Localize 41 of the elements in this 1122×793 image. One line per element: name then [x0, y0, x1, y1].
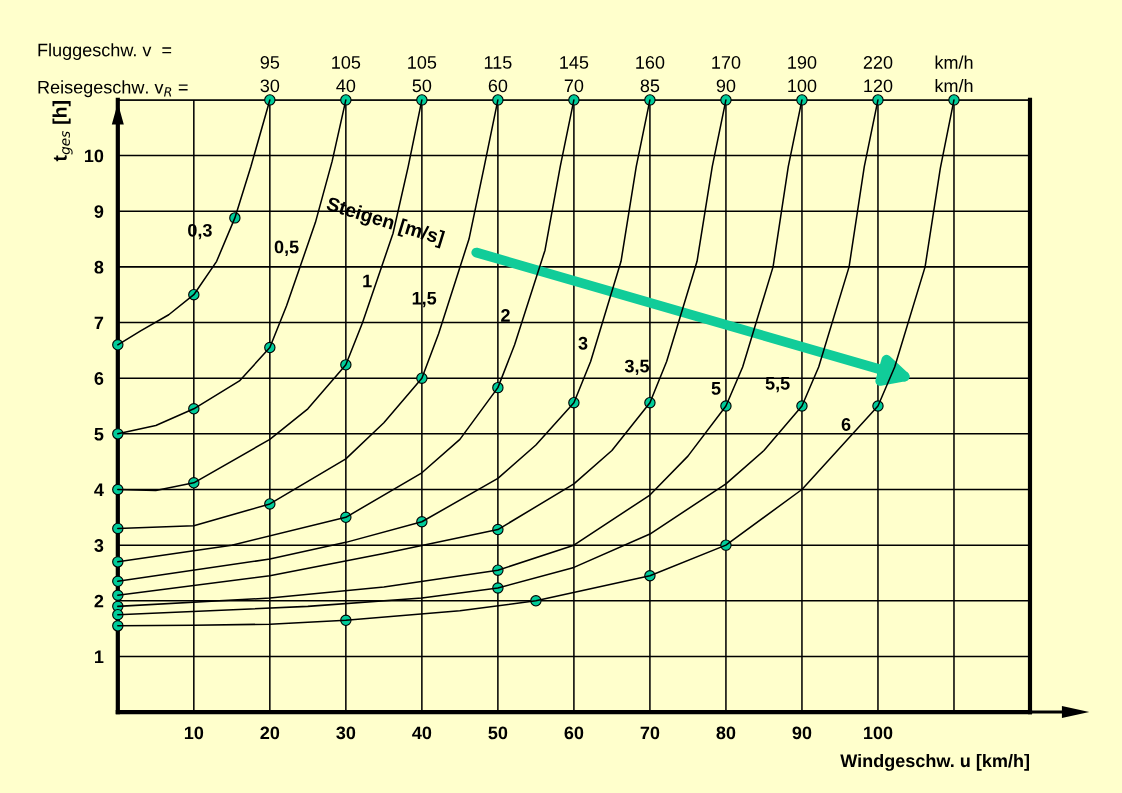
annotation: 1	[363, 274, 372, 288]
annotation: 220 120	[863, 56, 893, 93]
text: Fluggeschw. v =	[38, 43, 172, 60]
x-tick-label: 30	[336, 726, 356, 740]
y-tick-label: 9	[94, 205, 104, 218]
x-tick-label: 60	[564, 726, 584, 740]
annotation: 3,5	[624, 359, 650, 376]
x-tick-label: 10	[184, 726, 204, 740]
annotation: 190 100	[788, 56, 817, 93]
annotation: 5	[711, 382, 721, 395]
annotation: 0,5	[274, 240, 299, 256]
annotation: 160 85	[636, 56, 665, 93]
y-tick-label: 5	[94, 427, 104, 441]
y-tick-label: 10	[84, 149, 104, 163]
annotation: 115 60	[484, 56, 512, 93]
y-tick-label: 3	[94, 539, 104, 552]
x-tick-label: 80	[716, 726, 736, 740]
y-tick-label: 2	[94, 594, 104, 608]
y-tick-label: 8	[94, 260, 104, 274]
x-tick-label: 100	[864, 726, 893, 740]
text: Reisegeschw. v$_{R}$ =	[38, 80, 188, 98]
annotation: km/h km/h	[935, 55, 973, 93]
annotation: 95 30	[260, 56, 280, 93]
y-tick-label: 6	[94, 372, 104, 385]
annotation: 3	[578, 336, 588, 350]
y-tick-label: 1	[95, 650, 104, 663]
annotation: 105 50	[408, 56, 437, 93]
y-axis-title: t$_{ges}$ [h]	[52, 101, 73, 162]
y-tick-label: 7	[94, 316, 104, 330]
x-tick-label: 70	[640, 726, 660, 740]
annotation: 2	[501, 309, 510, 322]
x-tick-label: 20	[260, 726, 280, 740]
annotation: 145 70	[560, 56, 589, 93]
x-tick-label: 50	[488, 726, 508, 740]
annotation: 6	[841, 418, 851, 431]
x-tick-label: 90	[792, 726, 812, 740]
annotation: 170 90	[712, 56, 741, 93]
x-axis-title: Windgeschw. u [km/h]	[840, 753, 1029, 771]
y-tick-label: 4	[94, 483, 104, 497]
annotation: 105 40	[332, 56, 361, 93]
x-tick-label: 40	[412, 726, 432, 740]
